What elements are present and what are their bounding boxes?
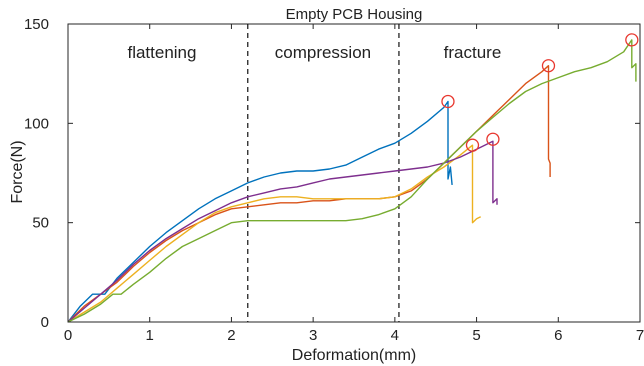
failure-marker-3 xyxy=(465,138,480,152)
chart-title: Empty PCB Housing xyxy=(286,6,423,23)
x-tick-label-2: 2 xyxy=(227,327,235,344)
series-line-4 xyxy=(67,140,498,323)
failure-marker-4 xyxy=(486,132,500,146)
plot-area: flattening compression fracture xyxy=(67,23,641,323)
y-tick-label-100: 100 xyxy=(24,115,49,132)
y-tick-label-50: 50 xyxy=(32,215,49,232)
failure-marker-2 xyxy=(541,59,556,73)
x-tick-label-1: 1 xyxy=(146,327,154,344)
failure-marker-5 xyxy=(625,33,639,47)
failure-marker-1 xyxy=(441,94,455,109)
x-tick-label-3: 3 xyxy=(309,327,317,344)
y-axis-label: Force(N) xyxy=(9,140,26,203)
x-tick-label-0: 0 xyxy=(64,327,72,344)
series-line-1 xyxy=(67,100,453,323)
series-line-2 xyxy=(67,65,551,323)
region-label-fracture: fracture xyxy=(444,43,502,62)
series-line-5 xyxy=(67,39,637,323)
axes-layer: 0 1 2 3 4 5 6 7 0 50 100 150 xyxy=(24,16,644,344)
x-axis-label: Deformation(mm) xyxy=(292,347,416,364)
x-tick-label-7: 7 xyxy=(636,327,644,344)
y-tick-label-150: 150 xyxy=(24,16,49,33)
x-tick-label-5: 5 xyxy=(472,327,480,344)
x-tick-label-4: 4 xyxy=(391,327,399,344)
series-layer xyxy=(67,33,639,323)
y-tick-label-0: 0 xyxy=(41,314,49,331)
x-tick-label-6: 6 xyxy=(554,327,562,344)
plot-frame xyxy=(67,23,641,323)
region-label-flattening: flattening xyxy=(127,43,196,62)
series-line-3 xyxy=(67,144,482,323)
region-label-compression: compression xyxy=(275,43,371,62)
